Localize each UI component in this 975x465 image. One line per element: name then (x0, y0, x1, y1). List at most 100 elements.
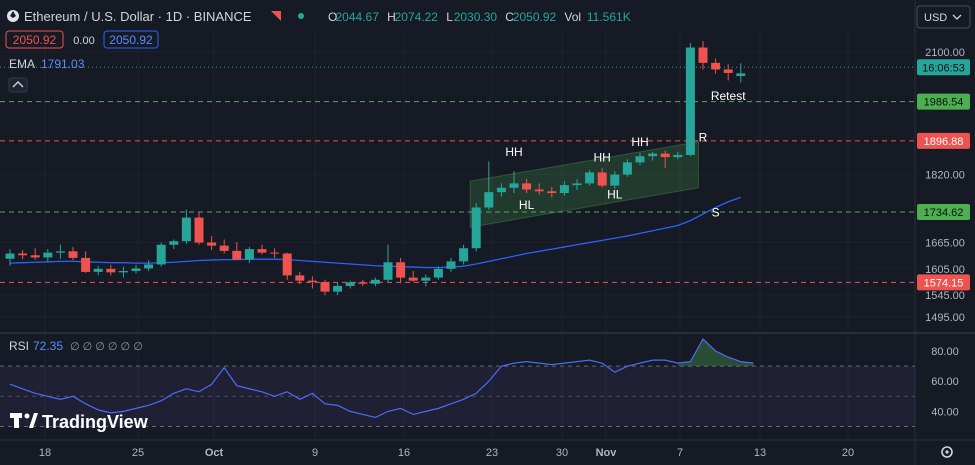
candle-body (320, 281, 330, 292)
annotation-r: R (699, 130, 708, 144)
price-label-box (917, 59, 970, 76)
rsi-value: 72.35 (33, 339, 63, 353)
price-label-box (917, 93, 970, 110)
candle-body (572, 183, 582, 186)
candle-body (635, 156, 645, 163)
candle-body (270, 252, 280, 254)
candle-body (244, 249, 254, 260)
time-axis[interactable]: 18 25 Oct 9 16 23 30 Nov 7 13 20 (39, 447, 854, 459)
candle-body (131, 268, 141, 272)
candle-body (736, 73, 746, 77)
symbol-title[interactable]: Ethereum / U.S. Dollar · 1D · BINANCE (24, 9, 252, 24)
rsi-tick-label: 60.00 (931, 376, 959, 388)
annotation-hh: HH (505, 145, 522, 159)
annotation-retest: Retest (711, 89, 746, 103)
price-label-text: 16:06:53 (922, 62, 965, 74)
candle-body (522, 183, 532, 190)
candle-body (232, 250, 242, 260)
rsi-tick-label: 80.00 (931, 346, 959, 358)
annotation-hh: HH (594, 150, 611, 164)
candle-body (408, 277, 418, 281)
price-tick-label: 1665.00 (925, 238, 965, 250)
ohlc-key: H (387, 10, 396, 24)
price-axis[interactable]: 1495.00 1545.00 1605.00 1665.00 1820.00 2100.… (917, 47, 970, 324)
candle-body (5, 253, 15, 259)
rsi-pane (0, 338, 915, 427)
currency-selector[interactable]: USD (916, 5, 971, 29)
currency-box[interactable] (916, 5, 971, 29)
candle-body (723, 69, 733, 73)
rsi-axis: 40.00 60.00 80.00 (931, 346, 959, 418)
ohlc-value: 2050.92 (513, 10, 557, 24)
candle-body (181, 217, 191, 242)
quote-box: 2050.92 0.00 2050.92 (5, 30, 159, 49)
time-tick-label: 9 (312, 447, 318, 459)
candle-body (81, 257, 91, 272)
candle-body (597, 172, 607, 186)
channel-rect (469, 141, 699, 228)
price-label-text: 1574.15 (924, 277, 964, 289)
time-tick-label: Nov (596, 447, 618, 459)
candle-body (648, 153, 658, 157)
time-tick-label: Oct (205, 447, 224, 459)
candle-body (396, 262, 406, 278)
ema-label[interactable]: EMA (9, 57, 35, 71)
ohlc-key: C (505, 10, 514, 24)
candle-body (358, 282, 368, 284)
time-tick-label: 13 (754, 447, 766, 459)
candle-body (144, 264, 154, 269)
spread-value: 0.00 (73, 35, 94, 47)
ask-price: 2050.92 (109, 33, 153, 47)
ohlc-key: L (446, 10, 453, 24)
candle-body (433, 268, 443, 278)
price-tick-label: 1605.00 (925, 264, 965, 276)
candle-body (610, 174, 620, 186)
ohlc-value: 2074.22 (395, 10, 439, 24)
price-tick-label: 2100.00 (925, 47, 965, 59)
rsi-label[interactable]: RSI (9, 339, 29, 353)
ask-price-box[interactable] (103, 30, 159, 49)
market-status-icon (298, 13, 304, 19)
candle-body (547, 191, 557, 194)
candle-body (282, 253, 292, 276)
candle-body (559, 185, 569, 194)
candle-body (55, 251, 65, 253)
price-label-text: 1986.54 (924, 97, 964, 109)
time-tick-label: 18 (39, 447, 51, 459)
bid-price-box[interactable] (5, 30, 64, 49)
rsi-legend: RSI 72.35 ∅ ∅ ∅ ∅ ∅ ∅ (9, 339, 143, 353)
candle-body (68, 251, 78, 258)
candle-body (446, 261, 456, 269)
candle-body (106, 268, 116, 273)
ethereum-diamond-icon (10, 11, 16, 18)
candle-body (673, 154, 683, 158)
candle-body (534, 189, 544, 192)
candle-body (660, 153, 670, 158)
candle-body (484, 192, 494, 208)
candle-body (383, 262, 393, 280)
settings-gear-icon[interactable] (941, 446, 953, 458)
annotation-hh: HH (631, 135, 648, 149)
chevron-down-icon (952, 14, 962, 20)
annotations: HH HL HH HL HH Retest R S (505, 89, 746, 219)
ohlc-key: Vol (564, 10, 581, 24)
candle-body (585, 172, 595, 184)
candles (5, 40, 746, 296)
candle-body (30, 255, 40, 258)
candle-body (257, 249, 267, 253)
candle-body (421, 277, 431, 281)
candle-body (219, 245, 229, 251)
candle-body (307, 280, 317, 282)
price-tick-label: 1495.00 (925, 312, 965, 324)
candle-body (496, 187, 506, 193)
time-tick-label: 25 (132, 447, 144, 459)
candle-body (333, 285, 343, 292)
candle-body (370, 279, 380, 284)
price-label-box (917, 204, 970, 221)
flag-icon[interactable] (271, 11, 281, 21)
collapse-legend-button[interactable] (8, 77, 28, 93)
trend-channel[interactable] (469, 141, 699, 228)
